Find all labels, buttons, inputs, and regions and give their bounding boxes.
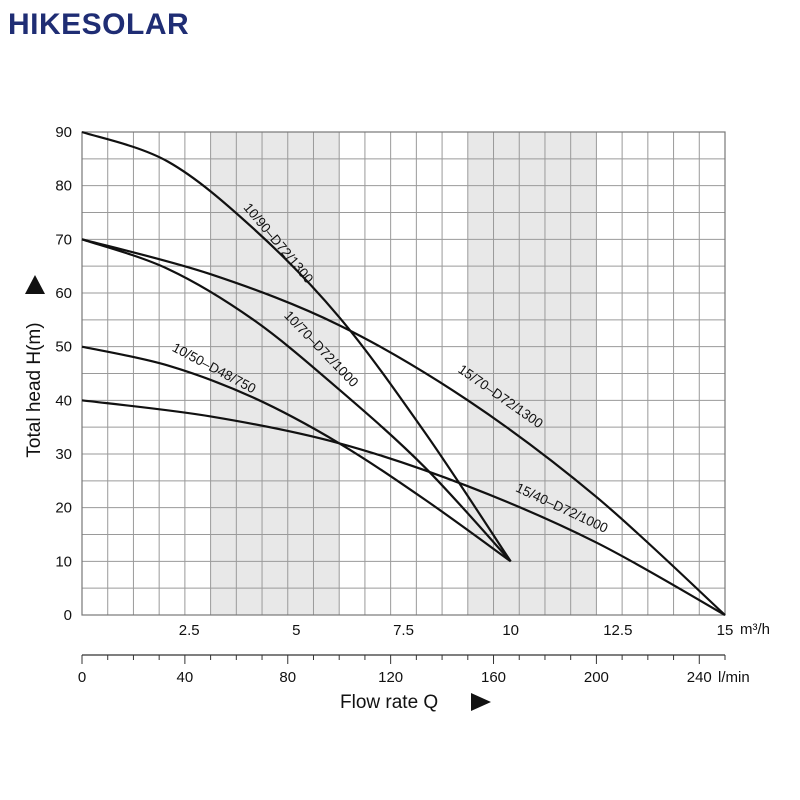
x-axis-arrow-icon xyxy=(471,693,491,711)
x-axis-title: Flow rate Q xyxy=(340,692,438,713)
secondary-x-tick-label: 0 xyxy=(78,669,86,686)
x-tick-label: 10 xyxy=(502,622,519,639)
y-axis-arrow-icon xyxy=(25,275,45,294)
y-tick-label: 30 xyxy=(55,446,72,463)
secondary-x-tick-label: 80 xyxy=(279,669,296,686)
curve-15-70 xyxy=(81,238,726,616)
curve-15-40 xyxy=(81,399,726,616)
secondary-x-tick-label: 120 xyxy=(378,669,403,686)
secondary-x-tick-label: 240 xyxy=(687,669,712,686)
y-axis-title: Total head H(m) xyxy=(24,322,45,457)
curve-10-70 xyxy=(81,238,512,563)
y-tick-label: 90 xyxy=(55,124,72,141)
x-tick-label: 2.5 xyxy=(179,622,200,639)
curve-10-50 xyxy=(81,345,512,563)
chart-axes: 0 10 20 30 40 50 60 70 80 90 2.5 5 7.5 10 12.5 15 m³/h 0 4… xyxy=(24,124,770,713)
plot-frame xyxy=(81,131,726,616)
chart-grid xyxy=(81,131,726,616)
secondary-x-tick-label: 200 xyxy=(584,669,609,686)
pump-curves xyxy=(81,130,726,616)
y-tick-label: 60 xyxy=(55,285,72,302)
x-tick-label: 12.5 xyxy=(603,622,632,639)
y-tick-label: 70 xyxy=(55,231,72,248)
y-tick-label: 80 xyxy=(55,178,72,195)
y-tick-label: 0 xyxy=(64,607,72,624)
secondary-x-tick-label: 40 xyxy=(177,669,194,686)
y-tick-label: 40 xyxy=(55,392,72,409)
secondary-x-unit-label: l/min xyxy=(718,669,750,686)
y-tick-label: 50 xyxy=(55,339,72,356)
brand-logo: HIKESOLAR xyxy=(8,8,190,41)
x-unit-label: m³/h xyxy=(740,621,770,638)
y-tick-label: 20 xyxy=(55,500,72,517)
curve-10-90 xyxy=(81,130,512,562)
x-tick-label: 7.5 xyxy=(393,622,414,639)
x-tick-label: 5 xyxy=(292,622,300,639)
y-tick-label: 10 xyxy=(55,553,72,570)
secondary-x-tick-label: 160 xyxy=(481,669,506,686)
x-tick-label: 15 xyxy=(717,622,734,639)
